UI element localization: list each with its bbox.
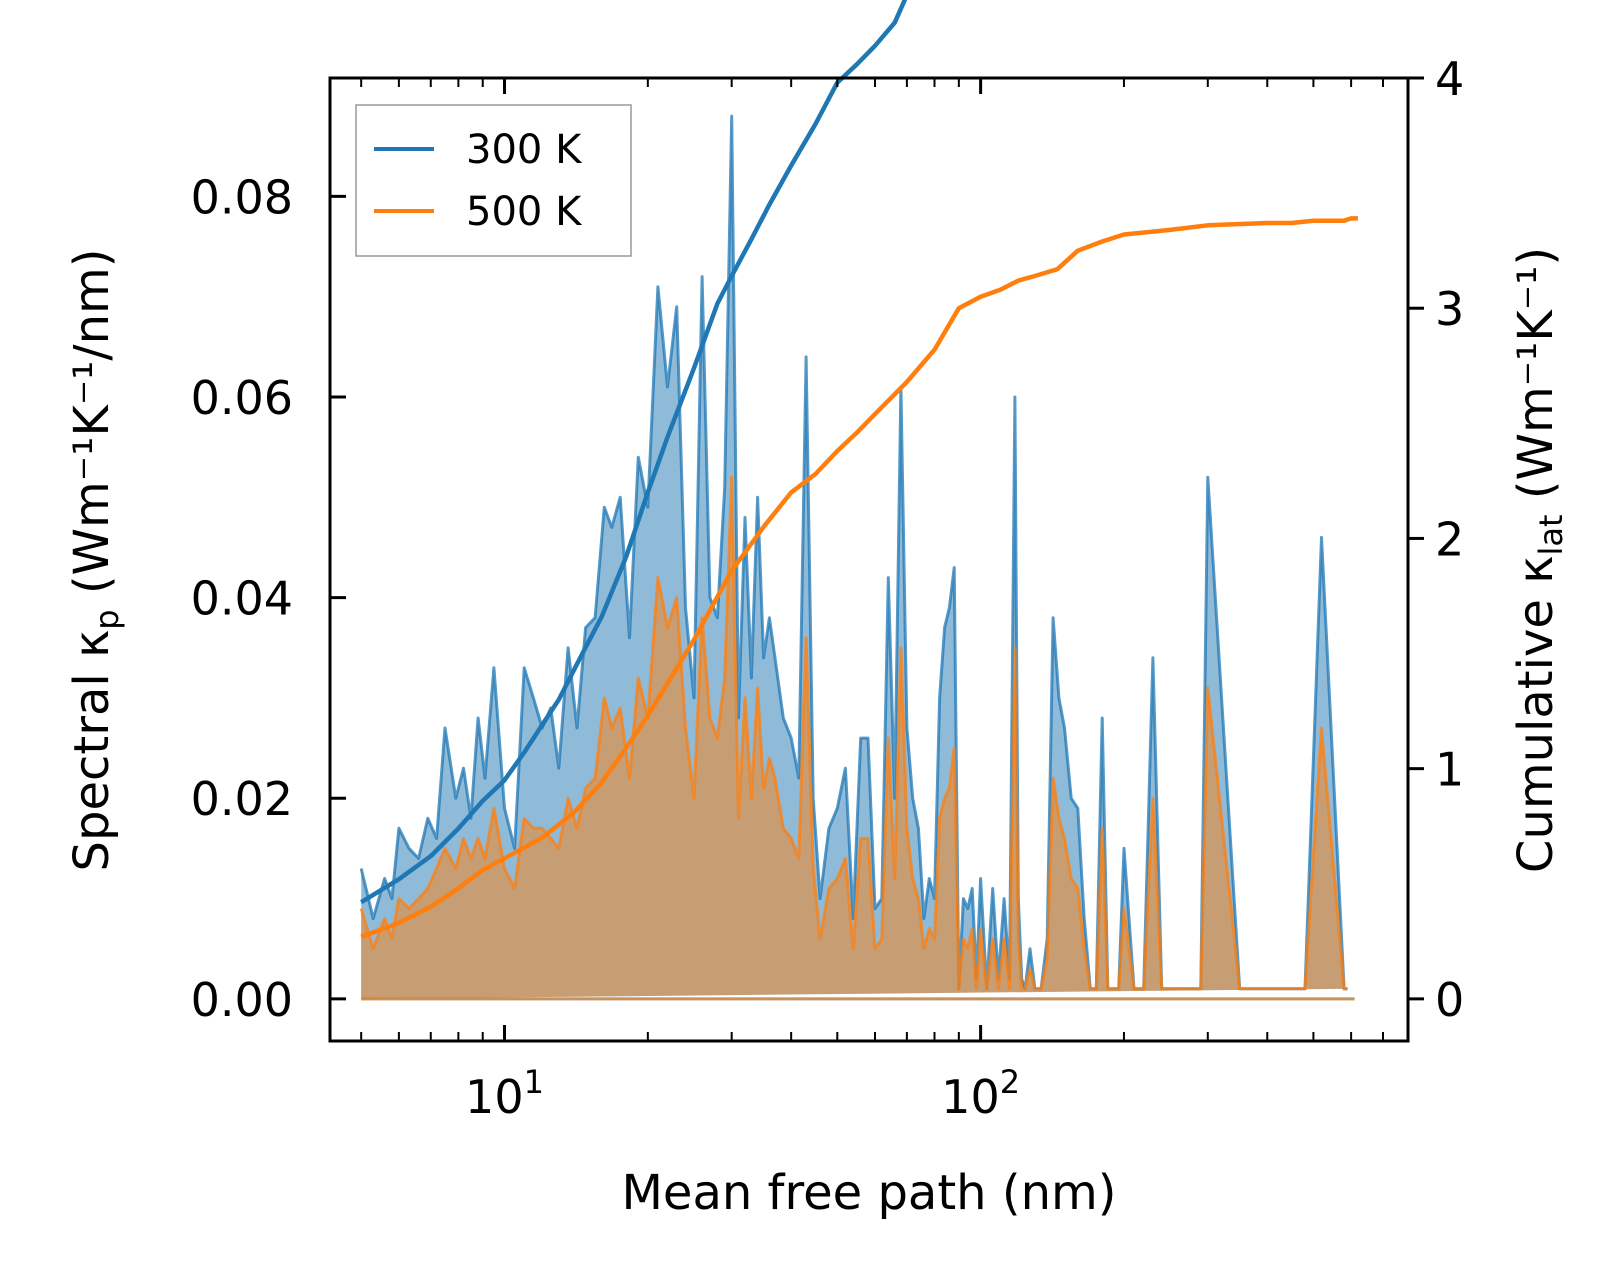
cumulative-line-300k	[360, 0, 908, 905]
legend-label-500k: 500 K	[466, 189, 583, 235]
y-tick-label: 0.02	[191, 772, 293, 826]
y2-tick-label: 0	[1435, 973, 1464, 1027]
spectral-line-500k	[359, 475, 1348, 991]
legend-box	[355, 104, 632, 257]
y2-axis-label: Cumulative κlat (Wm⁻¹K⁻¹)	[1508, 247, 1570, 873]
x-tick-label: 101	[465, 1063, 544, 1124]
axis-ticks	[330, 76, 1424, 1041]
y2-tick-label: 4	[1435, 52, 1464, 106]
y-tick-label: 0.06	[191, 371, 293, 425]
y2-tick-label: 2	[1435, 512, 1464, 566]
y-tick-label: 0.00	[191, 973, 293, 1027]
tick-labels: 101 102 0.00 0.02 0.04 0.06 0.08 0 1 2 3 4	[191, 52, 1465, 1124]
y-axis-label: Spectral κp (Wm⁻¹K⁻¹/nm)	[64, 249, 126, 872]
cumulative-line-500k	[360, 216, 1358, 939]
y2-tick-label: 1	[1435, 743, 1464, 797]
legend-label-300k: 300 K	[466, 127, 583, 173]
x-axis-label: Mean free path (nm)	[622, 1165, 1117, 1221]
x-tick-label: 102	[941, 1063, 1020, 1124]
legend: 300 K 500 K	[355, 104, 632, 257]
y2-tick-label: 3	[1435, 282, 1464, 336]
y-tick-label: 0.04	[191, 572, 293, 626]
plot-area	[359, 0, 1358, 1001]
axes-frame	[328, 76, 1410, 1043]
y-tick-label: 0.08	[191, 170, 293, 224]
